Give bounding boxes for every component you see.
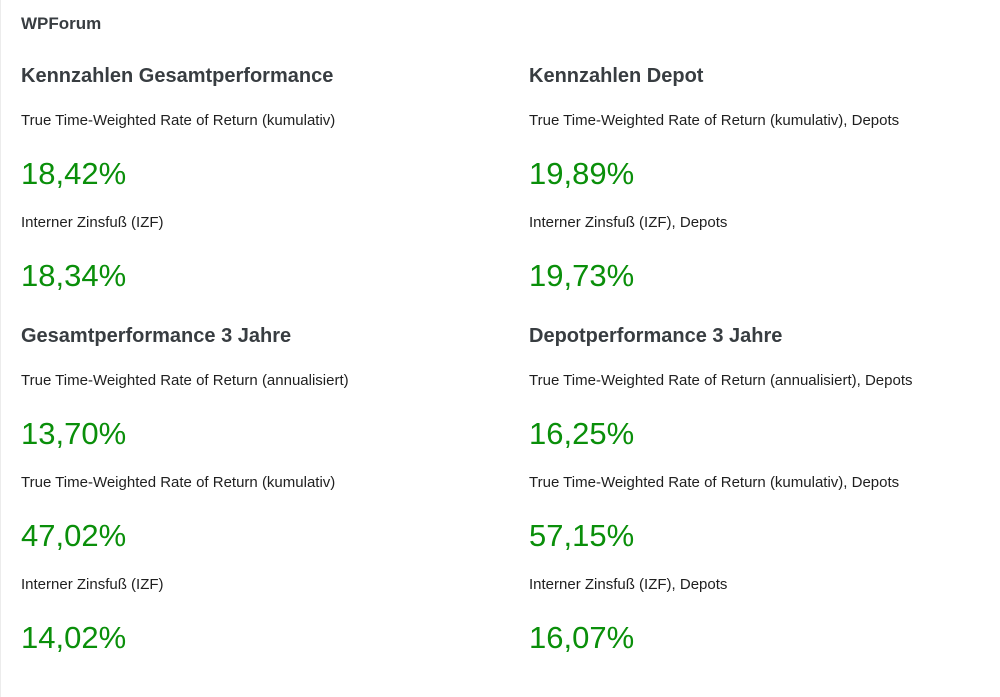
metric-label: True Time-Weighted Rate of Return (annua… xyxy=(21,372,349,389)
section-heading: Gesamtperformance 3 Jahre xyxy=(21,325,292,347)
metric-label: Interner Zinsfuß (IZF) xyxy=(21,576,164,593)
metric-value: 19,73% xyxy=(529,258,635,293)
metric-label: True Time-Weighted Rate of Return (kumul… xyxy=(529,112,900,129)
page-title: WPForum xyxy=(21,14,102,33)
metric-label: True Time-Weighted Rate of Return (kumul… xyxy=(21,474,336,491)
metrics-grid: Kennzahlen Gesamtperformance True Time-We… xyxy=(21,64,980,656)
metric-value: 19,89% xyxy=(529,156,635,191)
metric-value: 18,42% xyxy=(21,156,127,191)
metric-label: True Time-Weighted Rate of Return (kumul… xyxy=(21,112,336,129)
metric-value: 14,02% xyxy=(21,620,127,655)
metric-label: Interner Zinsfuß (IZF), Depots xyxy=(529,576,728,593)
metric-label: True Time-Weighted Rate of Return (kumul… xyxy=(529,474,900,491)
section-kennzahlen-depot: Kennzahlen Depot True Time-Weighted Rate … xyxy=(529,64,980,294)
section-heading: Depotperformance 3 Jahre xyxy=(529,325,783,347)
metric-value: 16,07% xyxy=(529,620,635,655)
section-heading: Kennzahlen Depot xyxy=(529,65,704,87)
metric-value: 16,25% xyxy=(529,416,635,451)
metric-label: Interner Zinsfuß (IZF), Depots xyxy=(529,214,728,231)
section-kennzahlen-gesamtperformance: Kennzahlen Gesamtperformance True Time-We… xyxy=(21,64,529,294)
section-heading: Kennzahlen Gesamtperformance xyxy=(21,65,334,87)
metric-value: 47,02% xyxy=(21,518,127,553)
metric-label: True Time-Weighted Rate of Return (annua… xyxy=(529,372,913,389)
metric-value: 18,34% xyxy=(21,258,127,293)
metric-value: 13,70% xyxy=(21,416,127,451)
section-gesamtperformance-3-jahre: Gesamtperformance 3 Jahre True Time-Weigh… xyxy=(21,324,529,656)
metric-label: Interner Zinsfuß (IZF) xyxy=(21,214,164,231)
metric-value: 57,15% xyxy=(529,518,635,553)
section-depotperformance-3-jahre: Depotperformance 3 Jahre True Time-Weight… xyxy=(529,324,980,656)
